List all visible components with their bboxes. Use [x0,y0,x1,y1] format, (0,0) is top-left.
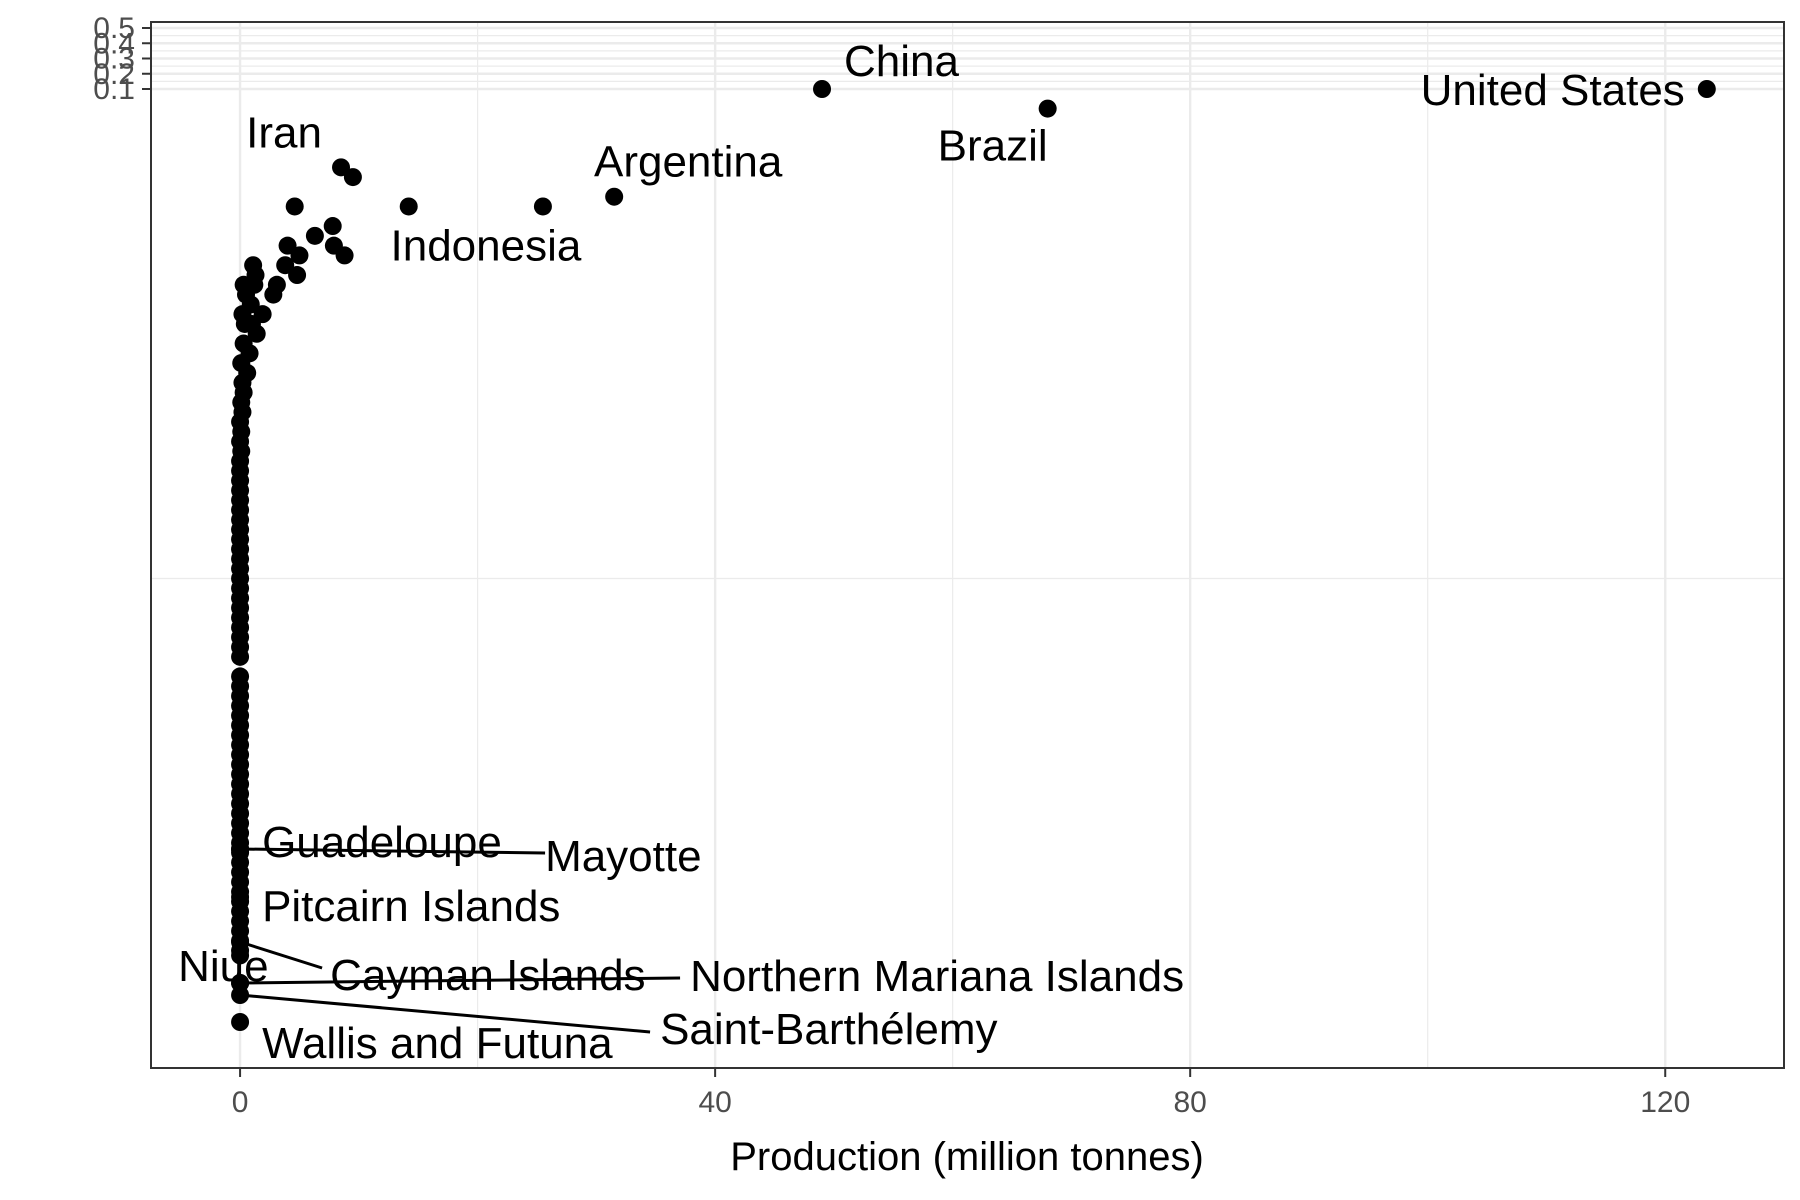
grid-lines [151,22,1784,1068]
x-tick-label: 0 [232,1086,249,1119]
point-labels: United States China Brazil ArgentinaIndones… [178,37,1685,1068]
point-label: Cayman Islands [330,951,645,1000]
point-label: Northern Mariana Islands [690,952,1184,1001]
data-point-labeled [1697,80,1716,98]
x-tick-label: 120 [1640,1086,1690,1119]
data-point [235,314,254,333]
y-tick-label: 0.1 [93,73,135,106]
data-point [231,647,250,666]
point-label: Niue [178,942,269,991]
point-label: Mayotte [545,832,702,881]
label-leader-line [239,940,323,970]
data-point [285,197,304,216]
data-point-labeled [231,933,250,951]
point-label: Indonesia [391,221,582,270]
x-tick-label: 40 [698,1086,731,1119]
y-tick-label: 0.3 [93,43,135,76]
data-points [231,80,1716,1031]
point-label: Pitcairn Islands [262,882,560,931]
point-label: Iran [246,108,322,157]
y-tick-label: 0.4 [93,27,135,60]
label-leader-line [240,976,681,985]
data-point-labeled [231,888,250,906]
y-tick-label: 0.2 [93,58,135,91]
x-tick-label: 80 [1173,1086,1206,1119]
y-tick-label: 0.5 [93,12,135,45]
data-point-labeled [533,197,552,216]
data-point-labeled [231,840,250,858]
label-leader-line [240,847,546,855]
y-axis: 0.10.20.30.40.5 [93,12,151,106]
x-axis-title: Production (million tonnes) [730,1135,1204,1179]
data-point-labeled [605,187,624,206]
data-point-labeled [231,986,250,1004]
data-point [305,226,324,245]
data-point [399,197,418,216]
data-point [290,246,309,265]
data-point [323,217,342,236]
data-point-labeled [231,1013,250,1031]
data-point-labeled [332,158,351,177]
data-point [264,285,283,304]
data-point [278,236,297,255]
x-axis: 0 40 80 120 [232,1068,1690,1119]
data-point [276,256,295,275]
data-point [335,246,354,265]
data-point [288,266,307,285]
point-label: Wallis and Futuna [262,1019,613,1068]
panel-border [150,21,1785,1069]
data-point [343,168,362,187]
point-label: Saint-Barthélemy [660,1005,997,1054]
point-label: Brazil [938,122,1048,171]
label-leader-lines [239,847,681,1034]
point-label: United States [1421,66,1685,115]
data-point-labeled [813,80,832,98]
data-point [247,324,266,343]
data-point-labeled [1038,99,1057,118]
point-label: Guadeloupe [262,818,502,867]
data-point [231,946,250,965]
label-leader-line [239,993,651,1034]
point-label: Argentina [594,138,783,187]
point-label: China [844,37,959,86]
